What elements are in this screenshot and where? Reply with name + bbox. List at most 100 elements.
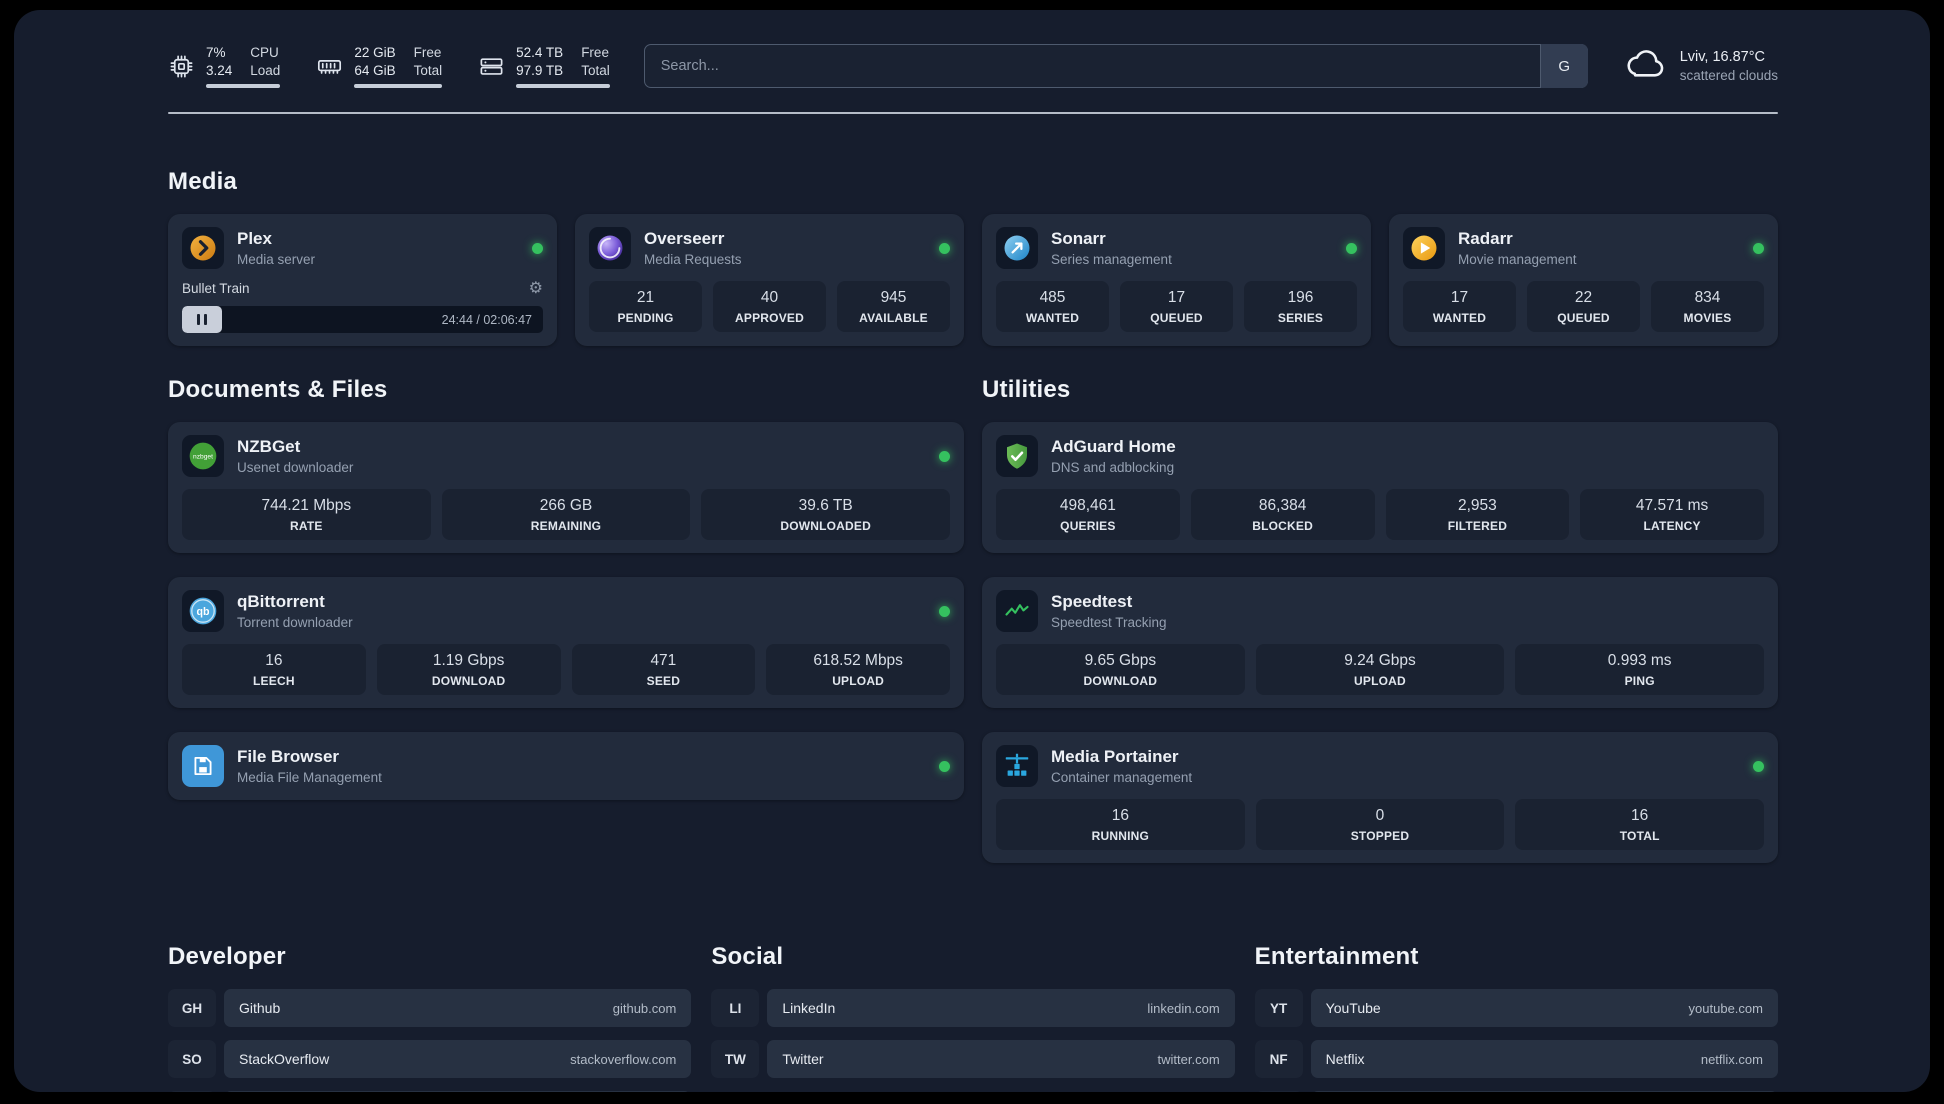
media-player: 24:44 / 02:06:47: [182, 306, 543, 334]
portainer-title: Media Portainer: [1051, 747, 1179, 767]
cloud-icon: [1622, 47, 1668, 86]
nzbget-title: NZBGet: [237, 437, 301, 457]
stat-value: 86,384: [1258, 497, 1307, 515]
qbittorrent-card[interactable]: qb qBittorrent Torrent downloader 16 LEE…: [168, 577, 964, 709]
pause-bar: [197, 314, 200, 326]
cpu-value: 7%: [206, 45, 226, 60]
stat-value: 17: [1450, 289, 1469, 307]
stat-tile: 1.19 Gbps DOWNLOAD: [376, 644, 561, 696]
stat-tile: 2,953 FILTERED: [1385, 489, 1570, 541]
sonarr-status-dot: [1346, 242, 1357, 254]
stat-label: REMAINING: [530, 519, 602, 534]
bookmark-link-reddit[interactable]: Reddit reddit.com: [1310, 1091, 1778, 1092]
stat-label: RATE: [290, 519, 323, 534]
bookmark-link-stackoverflow[interactable]: StackOverflow stackoverflow.com: [224, 1040, 692, 1079]
stat-label: APPROVED: [735, 311, 804, 326]
stat-label: SERIES: [1277, 311, 1324, 326]
bookmark-link-github[interactable]: Github github.com: [224, 989, 692, 1028]
stat-value: 16: [1631, 807, 1649, 825]
disk-metric: 52.4 TB 97.9 TB Free Total: [478, 44, 610, 89]
stat-tile: 471 SEED: [571, 644, 756, 696]
stat-tile: 16 TOTAL: [1515, 799, 1764, 851]
bookmark-url: github.com: [612, 1000, 677, 1016]
stat-value: 618.52 Mbps: [813, 652, 903, 670]
ram-free-label: Free: [413, 45, 442, 60]
stat-label: WANTED: [1025, 311, 1080, 326]
section-social: Social LI LinkedIn linkedin.com TW Twitt…: [711, 943, 1235, 1092]
stat-tile: 485 WANTED: [996, 281, 1109, 333]
stat-value: 21: [636, 289, 655, 307]
bookmark-name: YouTube: [1325, 1000, 1381, 1017]
stat-value: 0: [1375, 807, 1385, 825]
sonarr-title: Sonarr: [1051, 229, 1106, 249]
github-abbr-icon: GH: [168, 989, 216, 1028]
stat-label: FILTERED: [1447, 519, 1508, 534]
search-engine-button[interactable]: G: [1539, 44, 1588, 89]
bookmark-link-linkedin[interactable]: LinkedIn linkedin.com: [767, 989, 1235, 1028]
stat-label: BLOCKED: [1252, 519, 1313, 534]
section-developer: Developer GH Github github.com SO StackO…: [168, 943, 692, 1092]
disk-icon: [478, 53, 505, 80]
stat-tile: 17 QUEUED: [1120, 281, 1233, 333]
linkedin-abbr-icon: LI: [711, 989, 760, 1028]
gear-icon[interactable]: ⚙: [528, 280, 543, 298]
portainer-status-dot: [1753, 760, 1764, 772]
nzbget-status-dot: [939, 450, 950, 462]
utilities-heading: Utilities: [982, 376, 1071, 404]
qbittorrent-icon: qb: [182, 590, 224, 633]
radarr-card[interactable]: Radarr Movie management 17 WANTED 22 QUE…: [1389, 214, 1778, 347]
bookmark-url: linkedin.com: [1147, 1000, 1220, 1016]
speedtest-card[interactable]: Speedtest Speedtest Tracking 9.65 Gbps D…: [982, 577, 1778, 709]
stat-label: LATENCY: [1643, 519, 1701, 534]
bookmark-row: DT DEV dev.to: [168, 1091, 692, 1092]
stat-label: MOVIES: [1683, 311, 1732, 326]
stat-label: DOWNLOAD: [431, 674, 506, 689]
radarr-title: Radarr: [1458, 229, 1513, 249]
media-heading: Media: [168, 168, 238, 196]
stat-value: 2,953: [1457, 497, 1497, 515]
now-playing-title: Bullet Train: [182, 280, 250, 296]
stat-tile: 21 PENDING: [589, 281, 702, 333]
plex-icon: [182, 227, 224, 270]
pause-bar: [204, 314, 207, 326]
documents-heading: Documents & Files: [168, 376, 388, 404]
bookmark-link-twitter[interactable]: Twitter twitter.com: [767, 1040, 1235, 1079]
qbittorrent-title: qBittorrent: [237, 592, 325, 612]
stat-value: 16: [265, 652, 283, 670]
pause-button[interactable]: [182, 306, 222, 334]
adguard-card[interactable]: AdGuard Home DNS and adblocking 498,461 …: [982, 422, 1778, 554]
overseerr-title: Overseerr: [644, 229, 725, 249]
filebrowser-card[interactable]: File Browser Media File Management: [168, 732, 964, 801]
stat-value: 9.65 Gbps: [1084, 652, 1157, 670]
developer-heading: Developer: [168, 943, 286, 971]
portainer-subtitle: Container management: [1051, 770, 1193, 786]
bookmark-link-youtube[interactable]: YouTube youtube.com: [1310, 989, 1778, 1028]
overseerr-card[interactable]: Overseerr Media Requests 21 PENDING 40 A…: [575, 214, 964, 347]
speedtest-subtitle: Speedtest Tracking: [1051, 615, 1167, 631]
ram-total-value: 64 GiB: [354, 62, 396, 78]
bookmark-link-dev[interactable]: DEV dev.to: [224, 1091, 692, 1092]
portainer-card[interactable]: Media Portainer Container management 16 …: [982, 732, 1778, 864]
stat-tile: 0 STOPPED: [1255, 799, 1505, 851]
cpu-icon: [168, 53, 195, 80]
stat-label: QUEUED: [1557, 311, 1610, 326]
stat-value: 834: [1694, 289, 1721, 307]
social-heading: Social: [711, 943, 784, 971]
cpu-metric: 7% 3.24 CPU Load: [168, 44, 281, 89]
bookmark-name: StackOverflow: [239, 1051, 330, 1068]
stat-value: 16: [1111, 807, 1129, 825]
nzbget-card[interactable]: nzbget NZBGet Usenet downloader 744.21 M…: [168, 422, 964, 554]
sonarr-card[interactable]: Sonarr Series management 485 WANTED 17 Q…: [982, 214, 1371, 347]
weather-widget[interactable]: Lviv, 16.87°C scattered clouds: [1622, 47, 1778, 86]
stat-tile: 618.52 Mbps UPLOAD: [766, 644, 950, 696]
search-input[interactable]: [643, 44, 1588, 89]
search-bar: G: [643, 44, 1588, 89]
cpu-load-value: 3.24: [206, 62, 233, 78]
stat-label: DOWNLOAD: [1083, 674, 1158, 689]
speedtest-icon: [996, 590, 1038, 633]
bookmark-link-netflix[interactable]: Netflix netflix.com: [1310, 1040, 1778, 1079]
netflix-abbr-icon: NF: [1254, 1040, 1303, 1079]
topbar: 7% 3.24 CPU Load: [168, 44, 1778, 89]
plex-card[interactable]: Plex Media server Bullet Train ⚙ 24:44 /…: [168, 214, 557, 347]
reddit-abbr-icon: RE: [1254, 1091, 1303, 1092]
